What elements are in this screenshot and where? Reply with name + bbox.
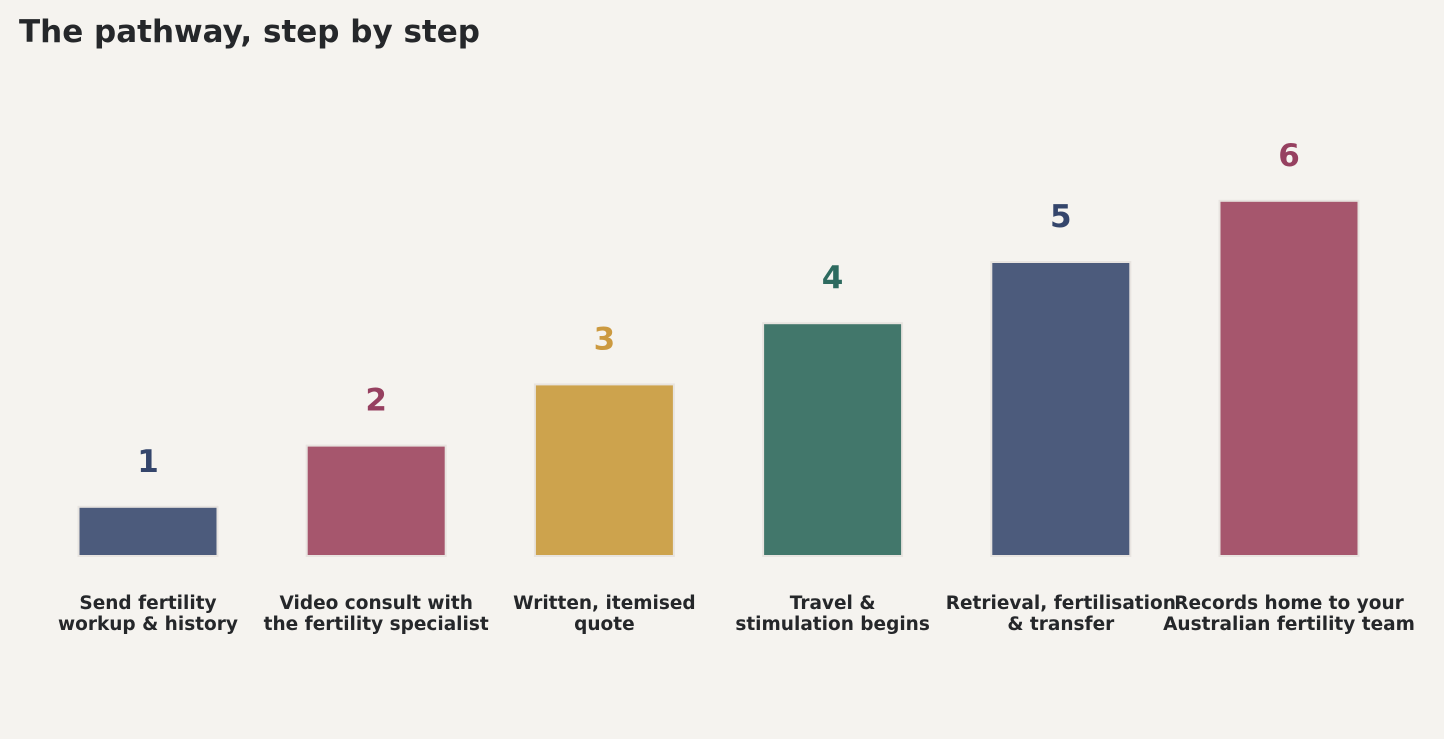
bar-step-3	[533, 383, 675, 557]
data-label-step-2: 2	[365, 383, 387, 419]
data-label-step-6: 6	[1278, 138, 1300, 174]
x-tick-labels-layer: Send fertility workup & history Video cons…	[58, 593, 1415, 635]
bar-step-2	[305, 444, 447, 558]
chart-title: The pathway, step by step	[19, 14, 480, 50]
bar-step-6	[1218, 199, 1360, 558]
data-labels-layer: 1 2 3 4 5 6	[137, 138, 1300, 480]
x-tick-label-step-2: Video consult with the fertility speciali…	[264, 593, 489, 635]
data-label-step-4: 4	[822, 260, 844, 296]
x-tick-label-step-1: Send fertility workup & history	[58, 593, 238, 635]
x-tick-label-step-5: Retrieval, fertilisation & transfer	[946, 593, 1176, 635]
bar-step-5	[990, 261, 1132, 557]
bar-step-1	[77, 505, 219, 557]
x-tick-label-step-4: Travel & stimulation begins	[735, 593, 930, 635]
bars-layer	[77, 199, 1360, 558]
bar-step-4	[762, 322, 904, 558]
data-label-step-3: 3	[594, 321, 616, 357]
data-label-step-1: 1	[137, 444, 159, 480]
x-tick-label-step-6: Records home to your Australian fertility…	[1163, 593, 1415, 635]
x-tick-label-step-3: Written, itemised quote	[513, 593, 696, 635]
data-label-step-5: 5	[1050, 199, 1072, 235]
